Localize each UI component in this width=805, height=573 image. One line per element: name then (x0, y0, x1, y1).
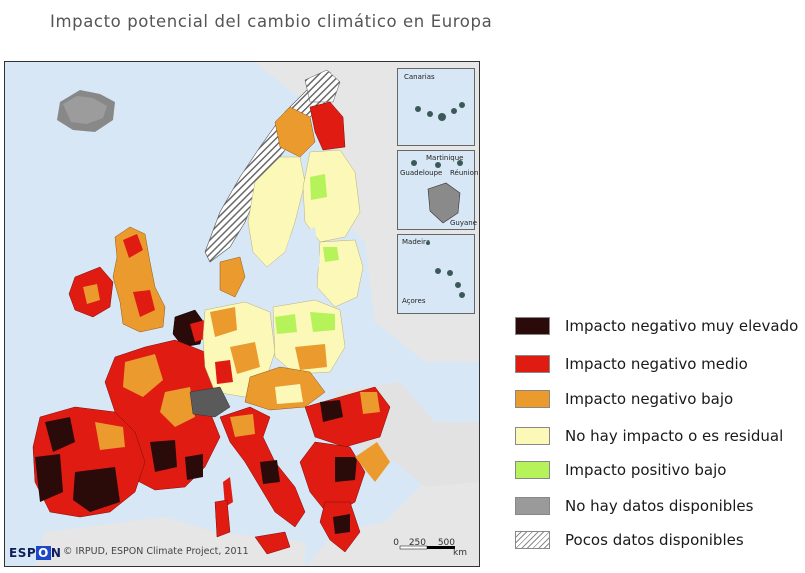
map-credit: © IRPUD, ESPON Climate Project, 2011 (63, 546, 249, 557)
legend-label: No hay datos disponibles (565, 497, 754, 515)
espon-logo: ESP O N (9, 546, 62, 560)
legend-label: Impacto negativo medio (565, 355, 748, 373)
inset-canarias-islands (415, 102, 465, 121)
legend-swatch (515, 427, 550, 445)
inset-overseas: Martinique Guadeloupe Réunion Guyane (397, 150, 479, 230)
map-title: Impacto potencial del cambio climático e… (50, 12, 493, 31)
inset-canarias: Canarias (397, 68, 475, 146)
legend-label: Impacto negativo bajo (565, 390, 734, 408)
region-finland (302, 149, 361, 243)
inset-madeira-azores-islands (426, 241, 465, 298)
legend-label: No hay impacto o es residual (565, 427, 784, 445)
legend-item-medium-negative: Impacto negativo medio (515, 353, 805, 375)
inset-madeira-label: Madeira (402, 238, 431, 246)
legend-item-very-high-negative: Impacto negativo muy elevado (515, 315, 805, 337)
scale-label-500: 500 (437, 538, 455, 548)
legend-label: Impacto negativo muy elevado (565, 317, 799, 335)
inset-reunion-label: Réunion (450, 169, 479, 177)
scale-label-0: 0 (393, 538, 399, 548)
legend-swatch (515, 497, 550, 515)
legend-swatch (515, 317, 550, 335)
inset-guadeloupe-label: Guadeloupe (400, 169, 443, 177)
legend-swatch (515, 461, 550, 479)
legend-swatch (515, 531, 550, 549)
scale-label-250: 250 (408, 538, 426, 548)
europe-map: Canarias Martinique Guadeloupe Réunion G… (4, 61, 480, 567)
inset-martinique-label: Martinique (426, 154, 464, 162)
inset-madeira-azores: Madeira Açores (397, 234, 475, 314)
legend-item-no-impact: No hay impacto o es residual (515, 425, 805, 447)
legend-label: Impacto positivo bajo (565, 461, 727, 479)
scale-unit: km (453, 548, 467, 558)
inset-overseas-shapes (411, 160, 463, 224)
legend-swatch (515, 390, 550, 408)
legend-item-little-data: Pocos datos disponibles (515, 529, 805, 551)
region-switzerland (189, 386, 231, 418)
inset-canarias-label: Canarias (404, 73, 435, 81)
inset-guyane-label: Guyane (450, 219, 478, 227)
legend-label: Pocos datos disponibles (565, 531, 744, 549)
legend-item-low-negative: Impacto negativo bajo (515, 388, 805, 410)
legend-swatch (515, 355, 550, 373)
inset-azores-label: Açores (402, 297, 426, 305)
legend-item-no-data: No hay datos disponibles (515, 495, 805, 517)
legend-item-low-positive: Impacto positivo bajo (515, 459, 805, 481)
